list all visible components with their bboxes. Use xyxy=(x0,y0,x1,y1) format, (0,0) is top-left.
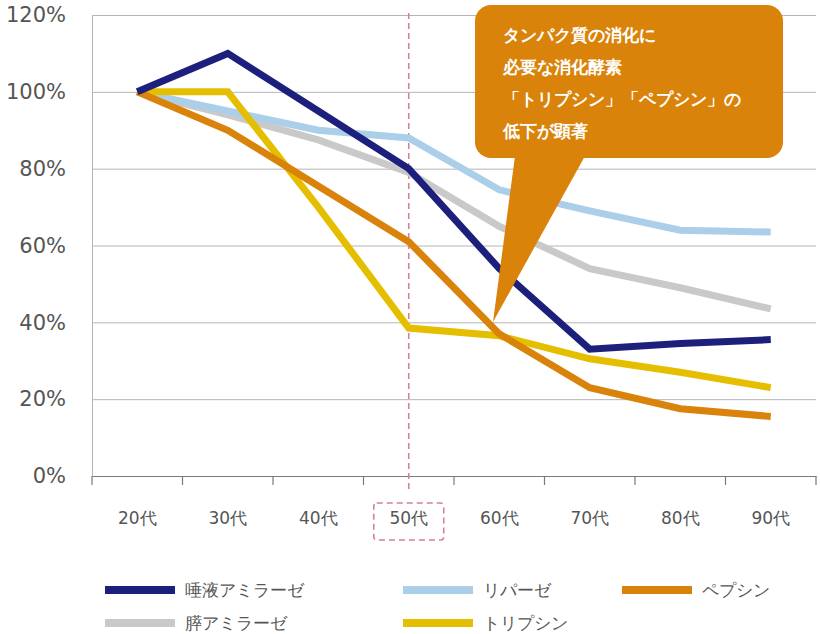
legend-swatch xyxy=(622,586,692,594)
x-tick: 20代 xyxy=(118,476,157,528)
x-tick-label: 30代 xyxy=(208,508,247,528)
legend-item: ペプシン xyxy=(622,580,770,600)
legend-label: 唾液アミラーゼ xyxy=(185,580,305,600)
x-tick-label: 40代 xyxy=(299,508,338,528)
category-divider xyxy=(815,476,816,485)
annotation: タンパク質の消化に必要な消化酵素「トリプシン」「ペプシン」の低下が顕著 xyxy=(475,5,783,322)
callout-pointer xyxy=(493,156,585,322)
y-tick: 0% xyxy=(33,464,816,488)
category-divider xyxy=(272,476,273,485)
category-divider xyxy=(634,476,635,485)
legend-swatch xyxy=(105,619,175,627)
legend-label: リパーゼ xyxy=(483,580,552,600)
legend-item: 唾液アミラーゼ xyxy=(105,580,305,600)
legend-swatch xyxy=(105,586,175,594)
x-tick: 90代 xyxy=(751,476,790,528)
x-tick-label: 50代 xyxy=(389,508,428,528)
y-axis: 0% 20% 40% 60% 80% 100% 120% xyxy=(6,3,816,488)
legend: 唾液アミラーゼ リパーゼ ペプシン膵アミラーゼ トリプシン xyxy=(105,580,770,633)
annotation-text: 「トリプシン」「ペプシン」の xyxy=(503,89,741,109)
legend-swatch xyxy=(403,619,473,627)
category-divider xyxy=(453,476,454,485)
grid-line xyxy=(92,322,816,323)
y-tick-label: 0% xyxy=(33,464,66,488)
x-tick: 30代 xyxy=(208,476,247,528)
annotation-text: 必要な消化酵素 xyxy=(502,57,622,77)
grid-line xyxy=(92,399,816,400)
legend-label: 膵アミラーゼ xyxy=(185,613,288,633)
plot: 0% 20% 40% 60% 80% 100% 120% 20代 30代 40代 50代 60代 70代… xyxy=(6,3,817,540)
y-tick-label: 20% xyxy=(19,387,66,411)
x-tick-label: 70代 xyxy=(570,508,609,528)
legend-swatch xyxy=(403,586,473,594)
lines xyxy=(137,53,771,416)
y-tick-label: 40% xyxy=(19,311,66,335)
x-tick-label: 20代 xyxy=(118,508,157,528)
x-tick-label: 90代 xyxy=(751,508,790,528)
x-tick: 80代 xyxy=(661,476,700,528)
grid-line xyxy=(92,246,816,247)
chart: 0% 20% 40% 60% 80% 100% 120% 20代 30代 40代 50代 60代 70代… xyxy=(0,0,820,634)
legend-label: トリプシン xyxy=(483,613,568,633)
callout-box xyxy=(475,5,783,158)
y-tick-label: 120% xyxy=(6,3,66,27)
x-tick: 40代 xyxy=(299,476,338,528)
x-axis: 20代 30代 40代 50代 60代 70代 80代 90代 xyxy=(92,476,817,528)
y-tick-label: 100% xyxy=(6,80,66,104)
annotation-text: 低下が顕著 xyxy=(502,121,588,141)
highlight-line xyxy=(408,13,410,490)
category-divider xyxy=(91,476,92,485)
x-tick-label: 60代 xyxy=(480,508,519,528)
x-tick: 70代 xyxy=(570,476,609,528)
x-tick-label: 80代 xyxy=(661,508,700,528)
category-divider xyxy=(363,476,364,485)
legend-item: 膵アミラーゼ xyxy=(105,613,288,633)
legend-label: ペプシン xyxy=(702,580,770,600)
category-divider xyxy=(725,476,726,485)
highlight-box xyxy=(374,503,444,540)
series-line xyxy=(137,53,771,349)
category-divider xyxy=(544,476,545,485)
legend-item: トリプシン xyxy=(403,613,568,633)
annotation-text: タンパク質の消化に xyxy=(503,25,656,45)
x-tick: 60代 xyxy=(480,476,519,528)
grid-line xyxy=(92,169,816,170)
category-divider xyxy=(182,476,183,485)
y-tick-label: 60% xyxy=(19,234,66,258)
legend-item: リパーゼ xyxy=(403,580,552,600)
y-tick-label: 80% xyxy=(19,157,66,181)
